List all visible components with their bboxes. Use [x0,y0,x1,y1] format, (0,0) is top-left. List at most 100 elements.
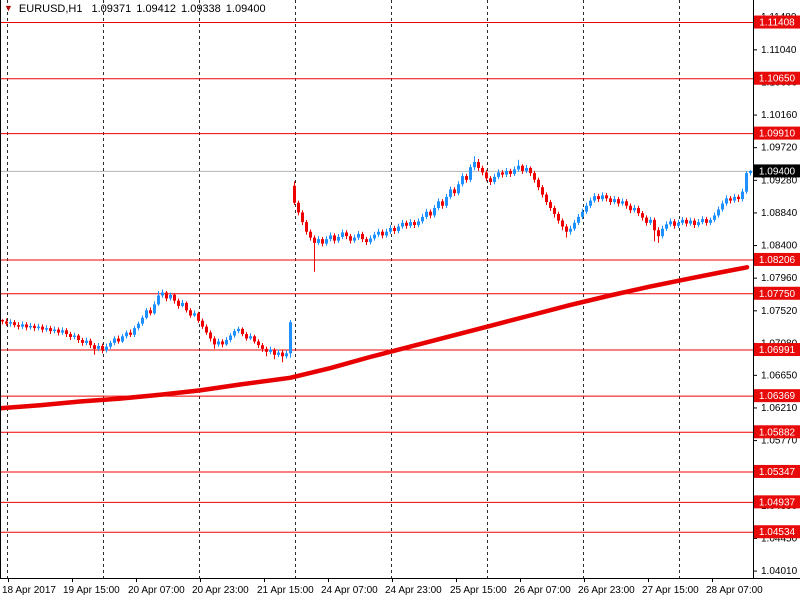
candle-body [729,198,732,201]
candle [725,195,728,206]
candle [717,206,720,218]
candle [405,220,408,229]
candle-body [613,199,616,203]
candle [281,350,284,363]
candle-body [697,222,700,226]
candle [589,197,592,208]
candle [497,169,500,180]
candle-body [201,320,204,327]
candle [453,187,456,197]
price-level-badge: 1.09910 [754,126,800,140]
candle [285,350,288,359]
candle-body [441,201,444,206]
time-tick-label: 25 Apr 15:00 [450,585,507,596]
candle-body [401,222,404,227]
candle [429,209,432,219]
candle [393,225,396,234]
candle-body [113,338,116,343]
candle-body [321,239,324,244]
candle-body [121,336,124,342]
candle-body [505,170,508,175]
candle-body [561,220,564,227]
candle [389,225,392,234]
candle-body [277,352,280,355]
candle [445,193,448,208]
price-level-badge-label: 1.08206 [759,255,796,266]
candle-body [593,196,596,201]
candle-body [317,239,320,243]
candle-body [329,235,332,240]
candle [249,333,252,340]
time-tick-label: 18 Apr 2017 [2,585,56,596]
candle [633,205,636,213]
price-level-badge: 1.11408 [754,15,800,29]
price-tick-label: 1.10160 [761,110,798,121]
candle [125,330,128,339]
ohlc-open-value: 1.09371 [91,3,132,15]
candle [45,325,48,332]
candle [361,231,364,243]
candle-body [629,205,632,211]
candle [605,193,608,202]
price-tick-label: 1.11040 [761,45,797,56]
candle-body [309,231,312,238]
ohlc-high-value: 1.09412 [136,3,177,15]
candle-body [533,173,536,180]
candle [265,346,268,357]
candle-body [673,221,676,226]
candle-body [181,302,184,306]
candle [553,205,556,218]
trendline[interactable] [0,265,750,411]
candle-body [733,196,736,201]
chart-ohlc-header: ▼ EURUSD,H1 1.09371 1.09412 1.09338 1.09400 [4,3,271,15]
candle [121,334,124,343]
candle-body [125,332,128,337]
candle-body [541,187,544,195]
candle [593,193,596,203]
candle-body [253,336,256,342]
candle [489,176,492,186]
price-level-badge-label: 1.06991 [759,345,796,356]
candle-body [161,292,164,296]
candle-body [573,222,576,229]
candle [9,319,12,327]
candle-body [229,335,232,340]
candle-body [117,338,120,342]
candle-body [405,222,408,226]
candles [1,156,752,363]
candle [705,216,708,226]
time-axis[interactable]: 18 Apr 2017 19 Apr 15:00 20 Apr 07:00 20 Ap… [2,578,763,596]
candle-body [289,322,292,354]
candle [585,202,588,214]
candle [333,233,336,244]
candle-body [461,176,464,185]
candle-body [433,207,436,216]
candle-body [549,202,552,208]
candle-body [381,231,384,236]
candle [93,342,96,355]
candle [737,194,740,203]
candle [649,216,652,226]
candle-body [173,294,176,301]
candle-body [553,207,556,214]
symbol-period-label: EURUSD,H1 [18,3,83,15]
price-axis[interactable]: 1.114801.110401.106001.101601.097201.092… [753,12,800,577]
candle [253,334,256,344]
candle [677,219,680,229]
candle-body [385,231,388,236]
candle-body [669,221,672,225]
candle [49,325,52,335]
candle-body [657,230,660,237]
candle [213,336,216,349]
price-tick-label: 1.07520 [761,306,798,317]
candle [153,301,156,315]
candle [521,164,524,174]
candle-body [89,340,92,346]
candle [105,343,108,353]
candle [577,213,580,226]
candle [257,339,260,349]
price-level-badge-bg [754,126,800,140]
price-level-badge: 1.06369 [754,389,800,403]
candle-body [529,167,532,174]
